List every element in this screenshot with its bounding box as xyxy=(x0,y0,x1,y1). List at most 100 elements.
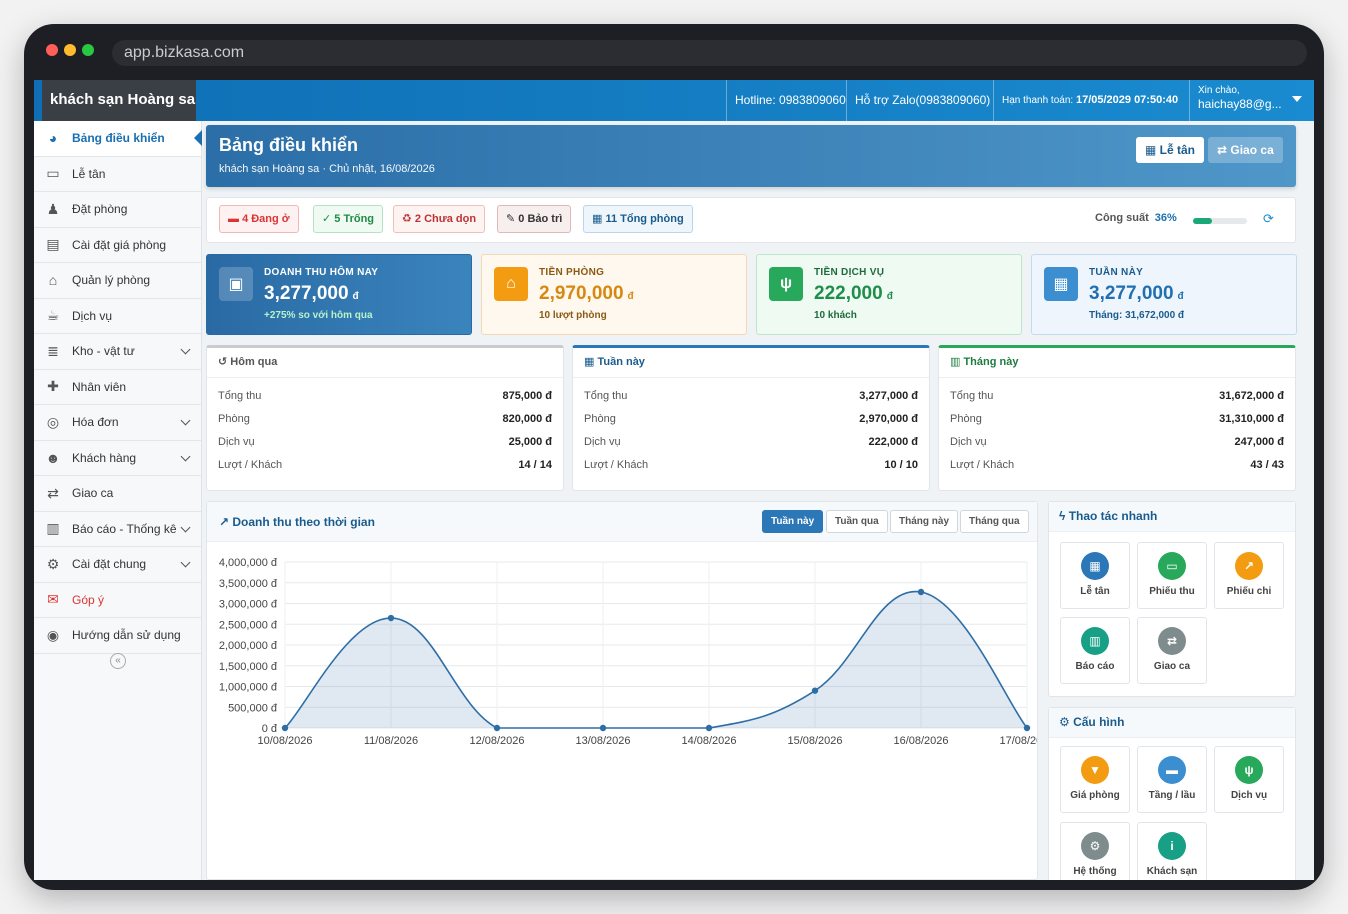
config-system[interactable]: ⚙ Hệ thống xyxy=(1060,822,1130,880)
close-dot[interactable] xyxy=(46,44,58,56)
x-tick-label: 17/08/2026 xyxy=(999,735,1037,747)
card-title: ▥ Tháng này xyxy=(939,348,1295,378)
kpi-value: 3,277,000 đ xyxy=(264,283,359,305)
page-header: Bảng điều khiển khách sạn Hoàng sa · Chủ… xyxy=(206,125,1296,187)
row-value: 222,000 đ xyxy=(868,436,918,448)
tile-label: Hệ thống xyxy=(1073,866,1117,877)
device-frame: app.bizkasa.com khách sạn Hoàng sa Hotli… xyxy=(24,24,1324,890)
address-bar[interactable]: app.bizkasa.com xyxy=(112,40,1307,66)
refresh-icon[interactable]: ⟳ xyxy=(1263,211,1274,226)
row-label: Dịch vụ xyxy=(218,436,255,448)
empty-pill[interactable]: ✓ 5 Trống xyxy=(313,205,384,233)
data-point xyxy=(811,687,819,694)
card-title-text: Hôm qua xyxy=(230,356,278,368)
summary-row: Dịch vụ 247,000 đ xyxy=(939,431,1295,454)
sidebar-item-settings[interactable]: ⚙ Cài đặt chung xyxy=(34,547,201,583)
greeting: Xin chào, xyxy=(1198,85,1240,96)
sidebar-item-booking[interactable]: ♟ Đặt phòng xyxy=(34,192,201,228)
chart-header: ↗ Doanh thu theo thời gian Tuần này Tuần… xyxy=(207,502,1037,542)
minimize-dot[interactable] xyxy=(64,44,76,56)
panel-title: ϟ Thao tác nhanh xyxy=(1049,502,1295,532)
dirty-pill[interactable]: ♻ 2 Chưa dọn xyxy=(393,205,486,233)
total-rooms-pill[interactable]: ▦ 11 Tổng phòng xyxy=(583,205,693,233)
hotline[interactable]: Hotline: 0983809060 xyxy=(726,80,854,121)
row-value: 820,000 đ xyxy=(502,413,552,425)
money-icon: ◎ xyxy=(46,413,60,430)
kpi-label: TIỀN DỊCH VỤ xyxy=(814,267,885,278)
sidebar-item-label: Hóa đơn xyxy=(72,415,119,430)
sidebar-item-inventory[interactable]: ≣ Kho - vật tư xyxy=(34,334,201,370)
payment-deadline: Hạn thanh toán: 17/05/2029 07:50:40 xyxy=(993,80,1186,121)
kpi-note: Tháng: 31,672,000 đ xyxy=(1089,310,1185,321)
config-services[interactable]: ψ Dịch vụ xyxy=(1214,746,1284,813)
quick-shift[interactable]: ⇄ Giao ca xyxy=(1137,617,1207,684)
user-menu[interactable]: Xin chào, haichay88@g... xyxy=(1189,80,1314,121)
row-value: 875,000 đ xyxy=(502,390,552,402)
row-label: Tổng thu xyxy=(950,390,994,402)
zalo-support[interactable]: Hỗ trợ Zalo(0983809060) xyxy=(846,80,998,121)
row-value: 2,970,000 đ xyxy=(859,413,918,425)
reception-button-label: Lễ tân xyxy=(1159,143,1196,157)
summary-row: Tổng thu 3,277,000 đ xyxy=(573,385,929,408)
config-floors[interactable]: ▬ Tầng / lầu xyxy=(1137,746,1207,813)
kpi-unit: đ xyxy=(352,291,359,302)
sidebar-item-room-price[interactable]: ▤ Cài đặt giá phòng xyxy=(34,228,201,263)
chart-title-text: Doanh thu theo thời gian xyxy=(232,515,375,529)
shift-button[interactable]: ⇄ Giao ca xyxy=(1208,137,1283,163)
reception-button[interactable]: ▦ Lễ tân xyxy=(1136,137,1205,163)
user-name: haichay88@g... xyxy=(1198,97,1282,111)
chart-title: ↗ Doanh thu theo thời gian xyxy=(219,515,375,529)
maximize-dot[interactable] xyxy=(82,44,94,56)
sidebar-item-services[interactable]: ☕ Dịch vụ xyxy=(34,299,201,334)
collapse-sidebar-icon[interactable]: « xyxy=(110,653,126,669)
sidebar-item-staff[interactable]: ✚ Nhân viên xyxy=(34,370,201,405)
sidebar-item-customers[interactable]: ☻ Khách hàng xyxy=(34,441,201,476)
quick-report[interactable]: ▥ Báo cáo xyxy=(1060,617,1130,684)
summary-row: Dịch vụ 222,000 đ xyxy=(573,431,929,454)
tile-label: Giao ca xyxy=(1153,661,1191,672)
y-tick-label: 500,000 đ xyxy=(228,702,278,714)
quick-payment[interactable]: ↗ Phiếu chi xyxy=(1214,542,1284,609)
sidebar-item-reception[interactable]: ▭ Lễ tân xyxy=(34,157,201,192)
cash-icon: ▣ xyxy=(219,267,253,301)
sidebar-item-invoices[interactable]: ◎ Hóa đơn xyxy=(34,405,201,441)
quick-receipt[interactable]: ▭ Phiếu thu xyxy=(1137,542,1207,609)
sidebar-item-reports[interactable]: ▥ Báo cáo - Thống kê xyxy=(34,512,201,547)
sidebar-item-feedback[interactable]: ✉ Góp ý xyxy=(34,583,201,618)
info-icon: i xyxy=(1158,832,1186,860)
hotel-brand[interactable]: khách sạn Hoàng sa xyxy=(42,80,196,121)
row-value: 43 / 43 xyxy=(1250,459,1284,471)
tab-this-week[interactable]: Tuần này xyxy=(762,510,824,533)
panel-title-text: Thao tác nhanh xyxy=(1068,509,1158,523)
sidebar-item-shift[interactable]: ⇄ Giao ca xyxy=(34,476,201,512)
sidebar-item-guide[interactable]: ◉ Hướng dẫn sử dụng xyxy=(34,618,201,654)
summary-this-month: ▥ Tháng này Tổng thu 31,672,000 đ Phòng 31… xyxy=(938,345,1296,491)
row-label: Dịch vụ xyxy=(584,436,621,448)
tile-label: Phiếu chi xyxy=(1226,586,1272,597)
tab-this-month[interactable]: Tháng này xyxy=(890,510,959,533)
row-label: Lượt / Khách xyxy=(218,459,283,471)
card-title-text: Tháng này xyxy=(963,356,1019,368)
sidebar-item-dashboard[interactable]: ◕ Bảng điều khiển xyxy=(34,121,202,157)
occupied-label: 4 Đang ở xyxy=(242,213,290,225)
payment-label: Hạn thanh toán: xyxy=(1002,95,1074,106)
summary-row: Dịch vụ 25,000 đ xyxy=(207,431,563,454)
main-content: Bảng điều khiển khách sạn Hoàng sa · Chủ… xyxy=(206,121,1297,880)
tab-last-week[interactable]: Tuần qua xyxy=(826,510,888,533)
sidebar-item-label: Cài đặt giá phòng xyxy=(72,237,167,252)
page-subtitle: khách sạn Hoàng sa · Chủ nhật, 16/08/202… xyxy=(219,163,435,175)
row-value: 3,277,000 đ xyxy=(859,390,918,402)
panel-title: ⚙ Cấu hình xyxy=(1049,708,1295,738)
sidebar-item-room-management[interactable]: ⌂ Quản lý phòng xyxy=(34,263,201,299)
kpi-this-week: ▦ TUẦN NÀY 3,277,000 đ Tháng: 31,672,000 … xyxy=(1031,254,1297,335)
sidebar-item-label: Lễ tân xyxy=(72,166,106,181)
grid-icon: ▦ xyxy=(1081,552,1109,580)
tab-last-month[interactable]: Tháng qua xyxy=(960,510,1029,533)
config-hotel[interactable]: i Khách sạn xyxy=(1137,822,1207,880)
exchange-icon: ⇄ xyxy=(47,484,59,501)
occupied-pill[interactable]: ▬ 4 Đang ở xyxy=(219,205,299,233)
quick-reception[interactable]: ▦ Lễ tân xyxy=(1060,542,1130,609)
config-room-price[interactable]: ▼ Giá phòng xyxy=(1060,746,1130,813)
maintenance-pill[interactable]: ✎ 0 Bảo trì xyxy=(497,205,572,233)
data-point xyxy=(1023,724,1031,732)
